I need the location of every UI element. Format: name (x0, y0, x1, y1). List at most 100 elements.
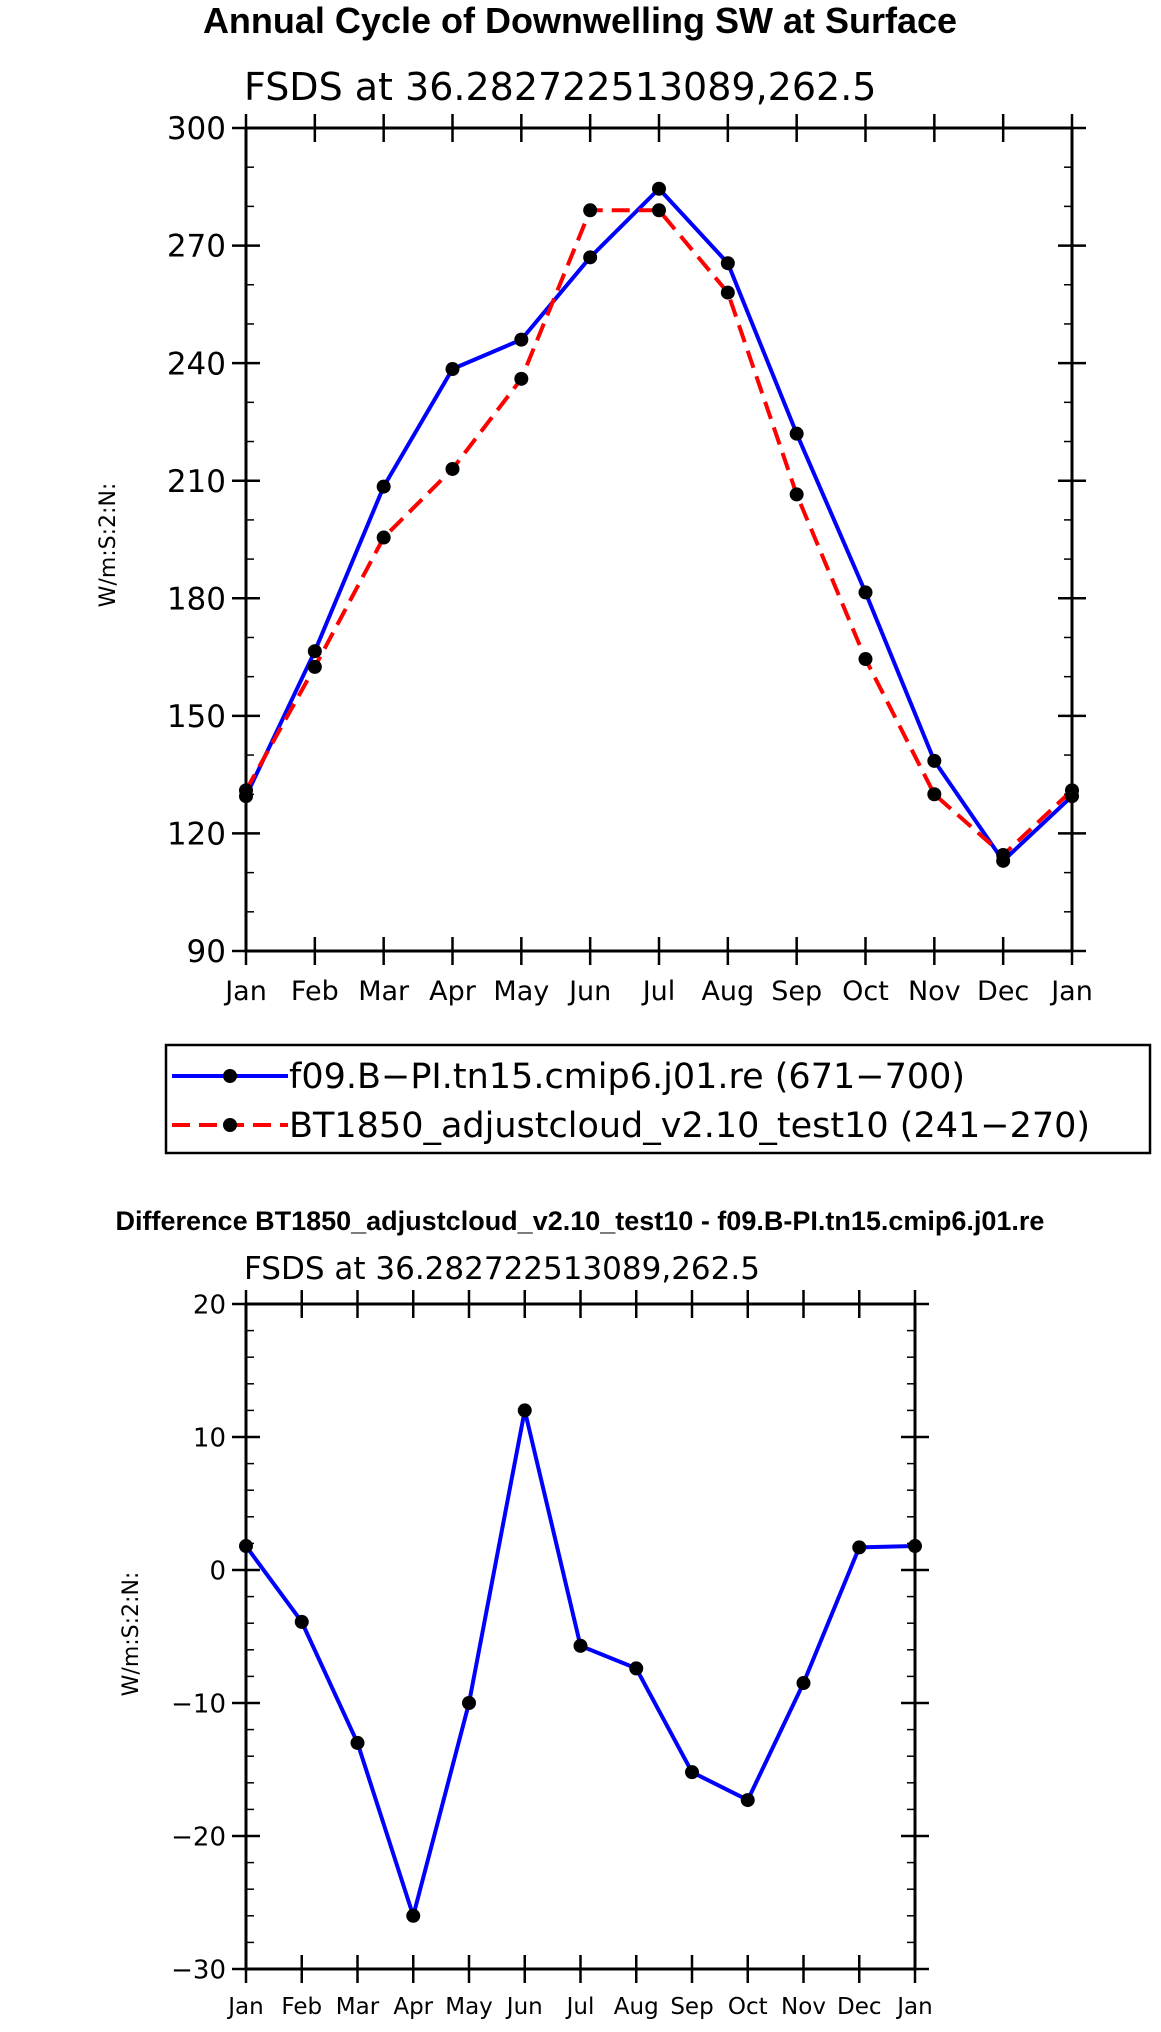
x-tick-label: Dec (837, 1994, 882, 2020)
y-tick-label: 90 (187, 934, 226, 970)
y-tick-label: 20 (193, 1290, 226, 1320)
x-tick-label: Jan (895, 1994, 932, 2020)
series-1-point (376, 479, 391, 494)
y-tick-label: 210 (167, 464, 226, 500)
y-tick-label: 240 (167, 346, 226, 382)
series-line-1 (244, 1408, 916, 1918)
legend-box (164, 1043, 1152, 1155)
chart1-y-tick-labels: 90 120 150 180 210 240 270 300 (167, 111, 226, 970)
series-line-1 (244, 186, 1074, 863)
y-tick-label: 270 (167, 229, 226, 265)
series-2-point (996, 847, 1011, 862)
series-1-point (852, 1540, 867, 1555)
x-tick-label: Jun (505, 1994, 543, 2020)
x-tick-label: Nov (781, 1994, 826, 2020)
x-tick-label: Mar (358, 976, 410, 1007)
y-tick-label: 10 (193, 1423, 226, 1453)
chart1-legend: f09.B−PI.tn15.cmip6.j01.re (671−700) BT1… (164, 1043, 1152, 1155)
x-tick-label: Nov (908, 976, 961, 1007)
x-tick-label: Aug (614, 1994, 659, 2020)
series-1-point (858, 585, 873, 600)
x-tick-label: Jan (223, 976, 267, 1007)
series-2-point (789, 487, 804, 502)
y-tick-label: 180 (167, 581, 226, 617)
series-1-point (294, 1614, 309, 1629)
chart2-series (239, 1403, 922, 1923)
x-tick-label: Oct (842, 976, 889, 1007)
y-tick-label: 120 (167, 817, 226, 853)
chart1-x-tick-labels: Jan Feb Mar Apr May Jun Jul Aug Sep Oct Nov Dec Jan (223, 976, 1093, 1007)
series-2-point (927, 787, 942, 802)
series-1-point (462, 1696, 476, 1710)
chart2-plot-frame (244, 1302, 917, 1971)
legend-label-series-2: BT1850_adjustcloud_v2.10_test10 (241−270… (289, 1106, 1090, 1146)
chart2-x-tick-labels: Jan Feb Mar Apr May Jun Jul Aug Sep Oct Nov Dec Jan (226, 1994, 932, 2020)
series-2-point (514, 371, 529, 386)
x-tick-label: Mar (336, 1994, 380, 2020)
x-tick-label: Jul (641, 976, 676, 1007)
y-tick-label: 150 (167, 699, 226, 735)
series-1-point (573, 1638, 588, 1653)
x-tick-label: Jun (567, 976, 611, 1007)
x-tick-label: Apr (429, 976, 477, 1007)
series-1-point (740, 1793, 755, 1808)
chart2-title: Difference BT1850_adjustcloud_v2.10_test… (116, 1206, 1045, 1236)
series-1-point (796, 1676, 811, 1691)
chart2-ylabel: W/m:S:2:N: (119, 1572, 144, 1697)
y-tick-label: 300 (167, 111, 226, 147)
x-tick-label: Oct (728, 1994, 768, 2020)
x-tick-label: Jan (226, 1994, 263, 2020)
legend-marker-series-2 (223, 1118, 237, 1132)
series-1-point (514, 332, 529, 347)
x-tick-label: Sep (670, 1994, 713, 2020)
chart1-ylabel: W/m:S:2:N: (96, 483, 121, 608)
x-tick-label: Jul (565, 1994, 595, 2020)
series-line-2 (244, 208, 1074, 857)
chart1-title: Annual Cycle of Downwelling SW at Surfac… (203, 0, 957, 41)
series-1-point (720, 256, 735, 271)
series-2-point (445, 461, 460, 476)
series-1-point (307, 644, 322, 659)
x-tick-label: May (493, 976, 549, 1007)
chart1-subtitle: FSDS at 36.282722513089,262.5 (244, 65, 876, 109)
series-1-point (927, 753, 942, 768)
series-2-point (307, 659, 322, 674)
x-tick-label: Dec (977, 976, 1029, 1007)
series-1-point (652, 181, 666, 196)
chart1-plot-frame (244, 126, 1074, 953)
y-tick-label: 0 (209, 1556, 226, 1586)
y-tick-label: −30 (171, 1955, 226, 1985)
series-1-point (445, 362, 460, 377)
series-1-point (583, 250, 598, 265)
series-1-point (629, 1661, 644, 1676)
chart2-minor-ticks (246, 1329, 915, 1944)
x-tick-label: May (445, 1994, 493, 2020)
series-2-point (376, 530, 391, 545)
chart2-subtitle: FSDS at 36.282722513089,262.5 (244, 1251, 760, 1287)
series-2-point (720, 285, 735, 300)
series-1-point (517, 1403, 532, 1418)
y-tick-label: −20 (171, 1822, 226, 1852)
series-1-point (406, 1908, 421, 1923)
chart2-y-tick-labels: −30 −20 −10 0 10 20 (171, 1290, 226, 1985)
series-2-point (652, 203, 666, 218)
chart-difference: Difference BT1850_adjustcloud_v2.10_test… (116, 1206, 1045, 2020)
y-tick-label: −10 (171, 1689, 226, 1719)
series-2-point (583, 203, 598, 218)
legend-marker-series-1 (223, 1069, 237, 1083)
legend-label-series-1: f09.B−PI.tn15.cmip6.j01.re (671−700) (289, 1057, 965, 1097)
chart-annual-cycle: Annual Cycle of Downwelling SW at Surfac… (96, 0, 1152, 1155)
chart1-series (239, 181, 1079, 868)
x-tick-label: Sep (771, 976, 822, 1007)
series-2-point (858, 652, 873, 667)
series-1-point (685, 1765, 699, 1780)
chart1-minor-ticks (246, 166, 1072, 913)
x-tick-label: Jan (1049, 976, 1093, 1007)
x-tick-label: Feb (281, 1994, 322, 2020)
x-tick-label: Aug (701, 976, 754, 1007)
series-1-point (350, 1735, 365, 1750)
x-tick-label: Feb (291, 976, 339, 1007)
x-tick-label: Apr (393, 1994, 433, 2020)
series-1-point (789, 426, 804, 441)
